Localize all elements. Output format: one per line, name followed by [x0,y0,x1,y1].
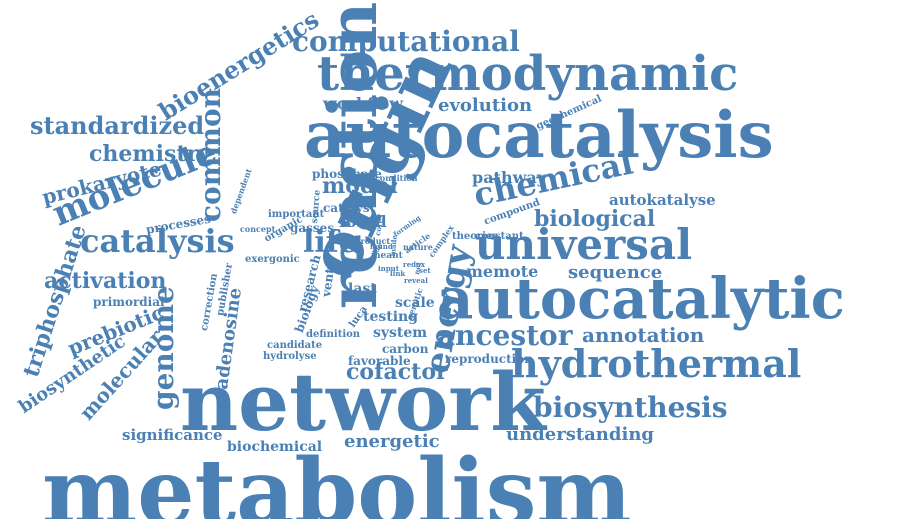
word-life: life [303,225,358,260]
word-computational: computational [292,25,520,58]
word-redox: redox [403,260,425,269]
word-thermodynamic: thermodynamic [317,46,739,102]
word-condition: condition [375,173,418,183]
word-scale: scale [395,295,435,311]
word-catalysis: catalysis [80,222,235,260]
word-concept: concept [240,224,276,234]
word-metabolism: metabolism [42,439,632,519]
word-testing: testing [363,309,419,325]
word-fossil: fossil [339,212,387,231]
word-autocatalytic: autocatalytic [437,266,845,332]
word-vent: vent [319,267,337,298]
word-evolution: evolution [438,95,533,116]
word-standardized: standardized [30,111,205,140]
word-reveal: reveal [404,276,428,285]
word-catalyst: catalyst [323,201,376,215]
word-chemistry: chemistry [89,141,211,167]
word-bioenergetics: bioenergetics [153,4,324,127]
word-understanding: understanding [506,424,654,445]
word-reproduction: reproduction [445,352,533,366]
word-annotation: annotation [582,323,705,347]
word-significance: significance [122,426,223,444]
word-carbon: carbon [382,342,429,356]
word-gasses: gasses [290,221,335,235]
word-network: network [180,355,546,449]
word-constant: constant [475,231,524,242]
word-meant: meant [371,251,403,261]
word-model: model [322,173,398,199]
word-cofactor: cofactor [346,359,448,385]
word-sequence: sequence [568,262,663,283]
word-hydrolyse: hydrolyse [263,351,317,362]
word-product: product [355,236,391,246]
word-memote: memote [466,262,539,281]
word-core: core [373,218,385,237]
word-activation: activation [44,268,167,294]
word-definition: definition [306,329,361,340]
word-dependent: dependent [228,167,254,216]
word-set: set [419,266,431,275]
word-important: important [268,209,325,220]
word-phosphate: phosphate [312,167,382,181]
word-system: system [373,325,428,341]
word-biochemical: biochemical [227,439,323,455]
word-favorable: favorable [348,354,411,368]
word-workflow: workflow [323,94,404,113]
word-ancestor: ancestor [437,319,573,352]
word-nature: nature [403,242,433,252]
word-link: link [390,269,406,278]
word-theories: theories [452,231,498,242]
word-autokatalyse: autokatalyse [609,191,716,209]
word-found: found [370,242,393,251]
word-exergonic: exergonic [245,254,300,265]
word-universal: universal [475,220,693,269]
word-autocatalysis: autocatalysis [304,98,774,173]
word-biosynthesis: biosynthesis [533,391,728,424]
word-energetic: energetic [344,431,440,452]
word-input: input [378,264,399,273]
word-biological: biological [534,206,656,232]
word-pathway: pathway [472,168,547,187]
word-hydrothermal: hydrothermal [511,341,802,386]
word-net: net [412,261,424,276]
word-candidate: candidate [267,340,323,351]
word-last: last [348,281,377,297]
word-primordial: primordial [93,295,165,309]
